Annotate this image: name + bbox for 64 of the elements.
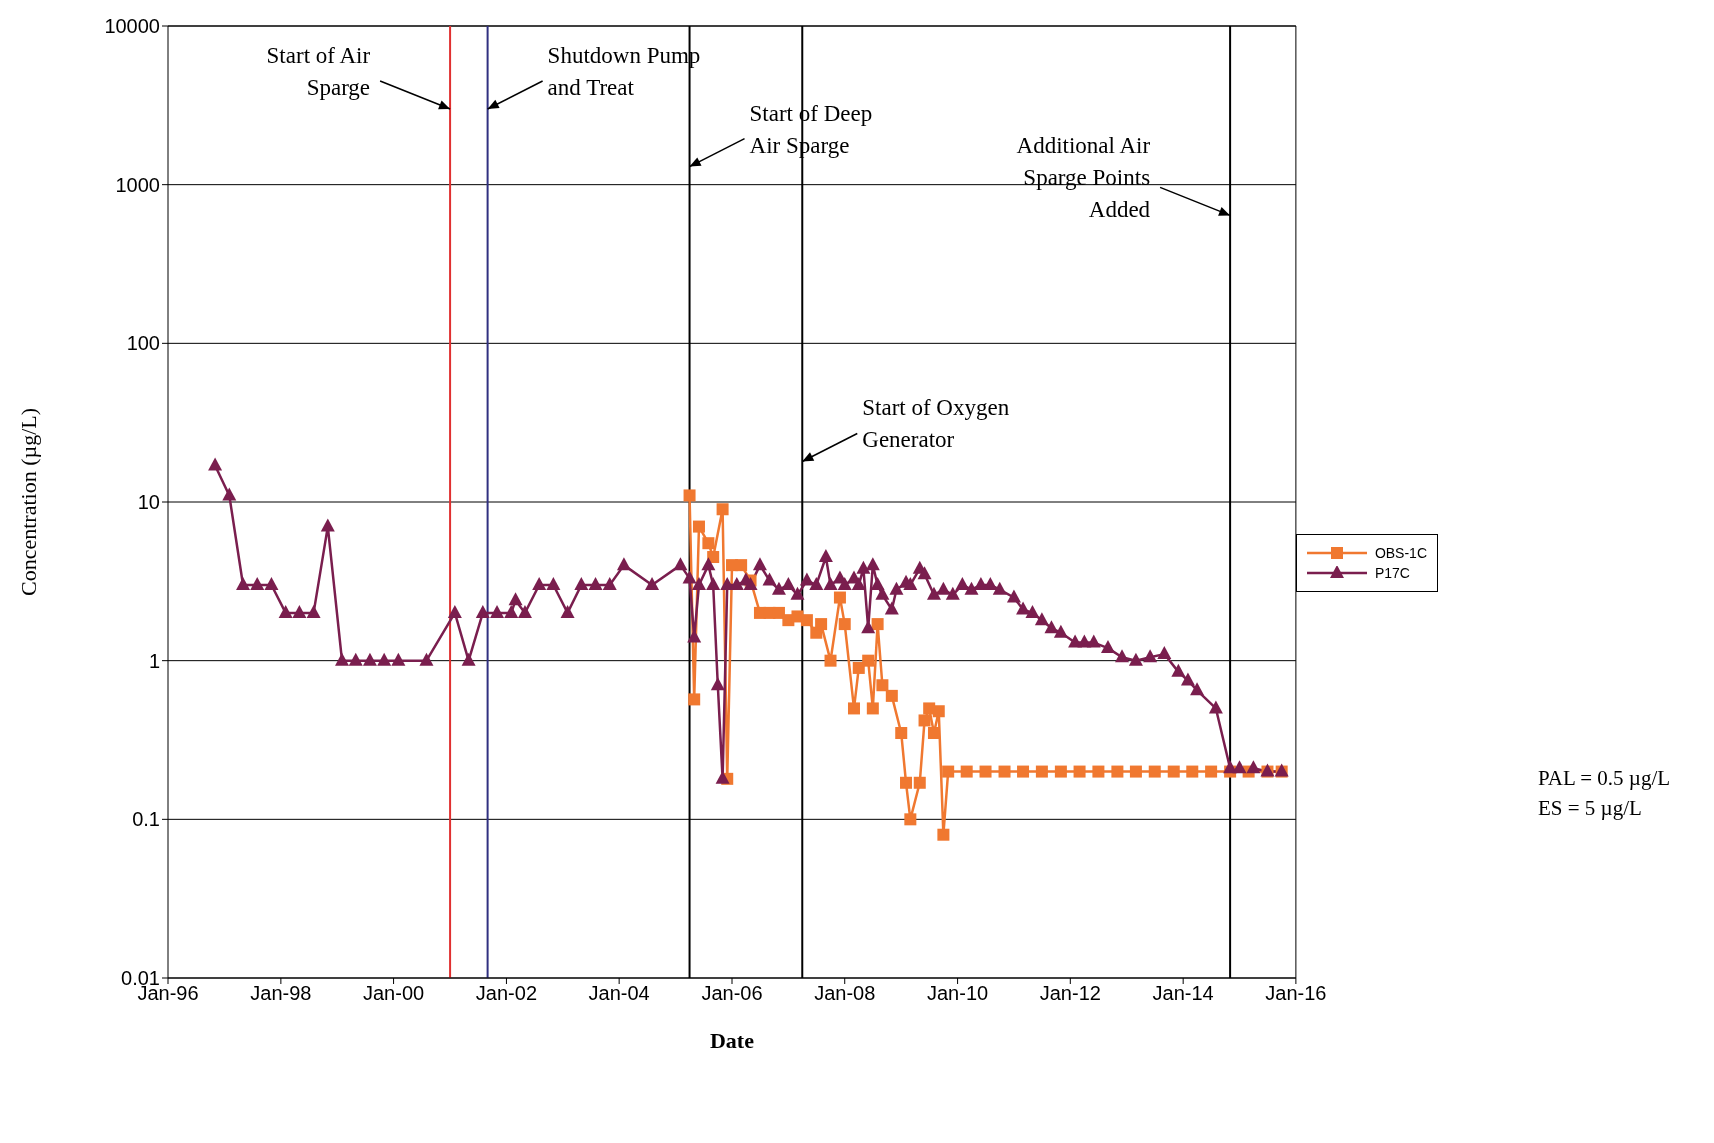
point bbox=[960, 765, 973, 778]
x-tick-label: Jan-08 bbox=[814, 982, 876, 1005]
point bbox=[876, 679, 889, 692]
x-tick-label: Jan-06 bbox=[701, 982, 763, 1005]
point bbox=[800, 614, 813, 627]
text: PAL = 0.5 µg/L bbox=[1538, 765, 1671, 792]
point bbox=[1035, 765, 1048, 778]
point bbox=[895, 727, 908, 740]
point bbox=[688, 693, 701, 706]
point bbox=[702, 537, 715, 550]
point bbox=[1092, 765, 1105, 778]
point bbox=[824, 654, 837, 667]
point bbox=[735, 559, 748, 572]
x-tick-label: Jan-12 bbox=[1039, 982, 1101, 1005]
point bbox=[692, 520, 705, 533]
point bbox=[838, 618, 851, 631]
point bbox=[885, 689, 898, 702]
point bbox=[1073, 765, 1086, 778]
point bbox=[815, 618, 828, 631]
x-tick-label: Jan-10 bbox=[927, 982, 989, 1005]
legend-label: P17C bbox=[1374, 565, 1410, 581]
point bbox=[1186, 765, 1199, 778]
annotation: Start of Oxygen Generator bbox=[862, 395, 1010, 453]
point bbox=[1054, 765, 1067, 778]
point bbox=[833, 591, 846, 604]
point bbox=[913, 776, 926, 789]
point bbox=[942, 765, 955, 778]
point bbox=[900, 776, 913, 789]
point bbox=[1017, 765, 1030, 778]
point bbox=[871, 618, 884, 631]
x-tick-label: Jan-04 bbox=[588, 982, 650, 1005]
point bbox=[683, 489, 696, 502]
point bbox=[932, 705, 945, 718]
point bbox=[862, 654, 875, 667]
point bbox=[918, 714, 931, 727]
y-tick-label: 1000 bbox=[115, 173, 160, 196]
point bbox=[1167, 765, 1180, 778]
point bbox=[979, 765, 992, 778]
point bbox=[1148, 765, 1161, 778]
legend-label: OBS-1C bbox=[1374, 545, 1427, 561]
x-tick-label: Jan-98 bbox=[250, 982, 312, 1005]
x-tick-label: Jan-00 bbox=[363, 982, 425, 1005]
y-tick-label: 10 bbox=[137, 491, 160, 514]
x-tick-label: Jan-02 bbox=[475, 982, 538, 1005]
y-tick-label: 100 bbox=[126, 332, 160, 355]
point bbox=[1129, 765, 1142, 778]
y-axis-title: Concentration (µg/L) bbox=[15, 407, 41, 597]
point bbox=[716, 503, 729, 516]
x-tick-label: Jan-16 bbox=[1265, 982, 1327, 1005]
point bbox=[866, 702, 879, 715]
point bbox=[927, 727, 940, 740]
annotation: Start of Air Sparge bbox=[266, 42, 371, 100]
y-tick-label: 0.1 bbox=[132, 808, 160, 831]
text: ES = 5 µg/L bbox=[1538, 795, 1643, 822]
point bbox=[1111, 765, 1124, 778]
x-tick-label: Jan-14 bbox=[1152, 982, 1214, 1005]
point bbox=[937, 828, 950, 841]
point bbox=[847, 702, 860, 715]
point bbox=[998, 765, 1011, 778]
x-axis-title: Date bbox=[709, 1028, 755, 1053]
y-tick-label: 10000 bbox=[104, 15, 160, 38]
y-tick-label: 1 bbox=[148, 649, 160, 672]
point bbox=[1205, 765, 1218, 778]
point bbox=[904, 813, 917, 826]
